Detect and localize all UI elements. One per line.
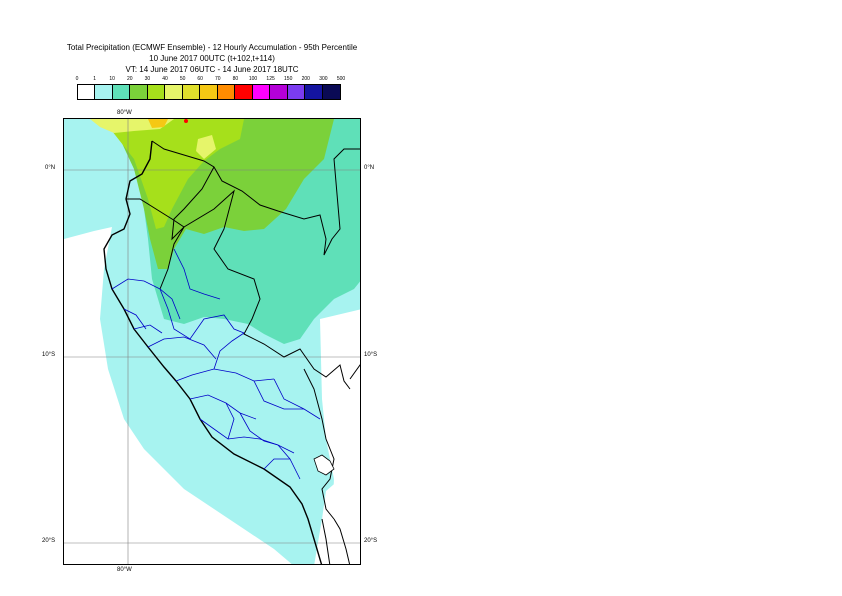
legend-swatch	[305, 85, 323, 99]
legend-swatch	[78, 85, 96, 99]
precip-max-spot	[184, 119, 188, 123]
precip-area-40-50-b	[196, 135, 216, 159]
legend-swatch	[130, 85, 148, 99]
legend-tick-label: 1	[93, 76, 96, 82]
legend-tick-label: 150	[284, 76, 293, 82]
regional-boundaries	[111, 248, 321, 480]
latitude-label-left-10s: 10°S	[42, 352, 56, 358]
legend-swatch	[200, 85, 218, 99]
legend-tick-label: 80	[232, 76, 239, 82]
legend-swatch	[112, 85, 131, 99]
country-border-peru-brazil	[171, 166, 351, 390]
legend-swatch	[95, 85, 113, 99]
legend-swatch	[270, 85, 288, 99]
legend-tick-label: 100	[248, 76, 258, 82]
valid-time-subtitle: VT: 14 June 2017 06UTC - 14 June 2017 18…	[125, 65, 299, 74]
legend-tick-label: 300	[319, 76, 328, 82]
precip-area-50-70	[148, 119, 168, 128]
latitude-label-right-20s: 20°S	[364, 538, 378, 544]
legend-swatch	[165, 85, 183, 99]
country-border-chile-argentina	[321, 364, 360, 564]
lake-titicaca	[313, 454, 335, 476]
country-border-colombia-ecuador	[151, 140, 360, 256]
legend-swatch	[147, 85, 166, 99]
precipitation-map	[64, 119, 360, 564]
legend-tick-label: 200	[301, 76, 310, 82]
latitude-label-right-0: 0°N	[364, 165, 375, 171]
base-time-subtitle: 10 June 2017 00UTC (t+102,t+114)	[149, 54, 275, 63]
latitude-label-left-20s: 20°S	[42, 538, 56, 544]
legend-swatch	[182, 85, 201, 99]
longitude-label-bottom: 80°W	[117, 567, 132, 573]
legend-swatch	[287, 85, 306, 99]
color-legend	[77, 84, 341, 100]
legend-swatch	[217, 85, 236, 99]
latitude-label-left-0: 0°N	[45, 165, 56, 171]
country-border-peru-bolivia	[303, 368, 335, 520]
legend-swatch	[322, 85, 341, 99]
coastline	[103, 140, 323, 564]
map-panel	[63, 118, 361, 565]
legend-tick-label: 50	[179, 76, 186, 82]
legend-tick-label: 70	[215, 76, 221, 82]
legend-swatch	[252, 85, 271, 99]
legend-tick-label: 0	[75, 76, 79, 82]
legend-tick-label: 30	[144, 76, 151, 82]
legend-tick-label: 10	[109, 76, 115, 82]
legend-tick-label: 500	[336, 76, 346, 82]
dry-area-ocean	[64, 227, 292, 564]
legend-swatch	[235, 85, 253, 99]
dry-area-east	[320, 309, 360, 564]
map-title: Total Precipitation (ECMWF Ensemble) - 1…	[66, 43, 358, 52]
legend-tick-label: 20	[127, 76, 133, 82]
latitude-label-right-10s: 10°S	[364, 352, 378, 358]
country-border-ecuador-peru	[126, 198, 185, 290]
longitude-label-top: 80°W	[117, 110, 132, 116]
legend-tick-label: 125	[266, 76, 275, 82]
legend-tick-label: 40	[162, 76, 168, 82]
legend-tick-label: 60	[197, 76, 203, 82]
